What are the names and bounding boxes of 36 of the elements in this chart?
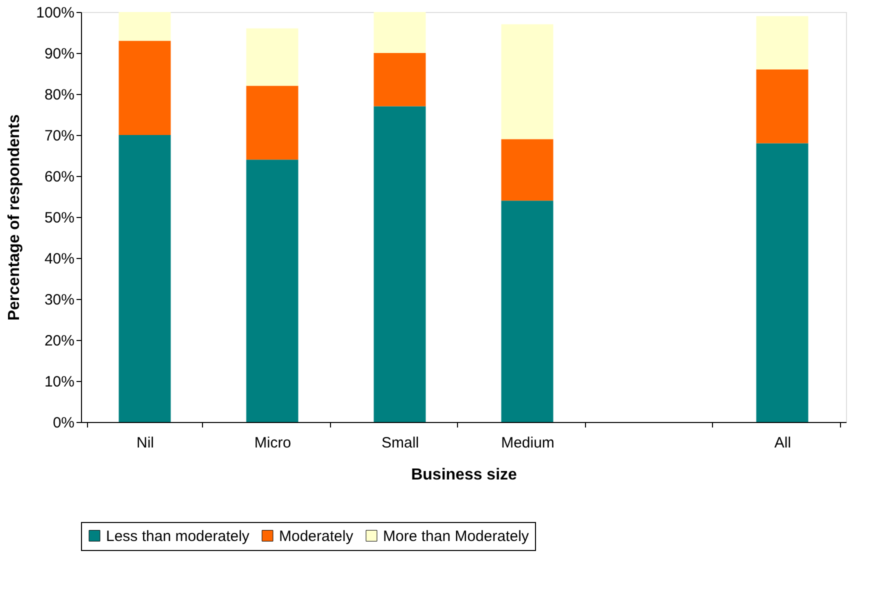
x-tick-label: Nil — [136, 434, 154, 452]
y-tick-label: 0% — [52, 414, 74, 432]
x-axis-title: Business size — [411, 466, 518, 484]
bar — [374, 53, 426, 106]
bar — [246, 160, 298, 422]
bar — [118, 12, 171, 41]
bar — [246, 28, 298, 86]
bar — [118, 40, 171, 135]
y-axis-title: Percentage of respondents — [6, 114, 24, 321]
y-tick-label: 40% — [44, 250, 74, 268]
bar — [374, 12, 426, 53]
y-tick-label: 30% — [44, 292, 74, 308]
bar — [501, 24, 554, 140]
legend-label: Less than moderately — [106, 528, 250, 545]
bar — [756, 143, 808, 422]
x-tick-label: Medium — [501, 434, 554, 452]
y-tick-label: 50% — [44, 210, 74, 226]
x-tick-label: All — [774, 434, 792, 452]
x-tick-label: Micro — [254, 434, 292, 452]
legend-label: Moderately — [279, 528, 354, 545]
bar — [756, 16, 808, 70]
y-tick-label: 60% — [44, 168, 74, 186]
y-tick-label: 10% — [44, 374, 74, 390]
y-tick-label: 20% — [44, 332, 74, 350]
y-tick-label: 80% — [44, 86, 74, 104]
bar — [246, 86, 298, 160]
bar — [118, 135, 171, 422]
bar — [501, 139, 554, 201]
bar — [756, 69, 808, 144]
y-tick-label: 70% — [44, 128, 74, 144]
legend-label: More than Moderately — [383, 528, 530, 545]
y-tick-label: 100% — [36, 4, 74, 22]
bar — [501, 200, 554, 422]
x-tick-label: Small — [381, 434, 420, 452]
y-tick-label: 90% — [44, 46, 74, 62]
bar — [374, 106, 426, 422]
